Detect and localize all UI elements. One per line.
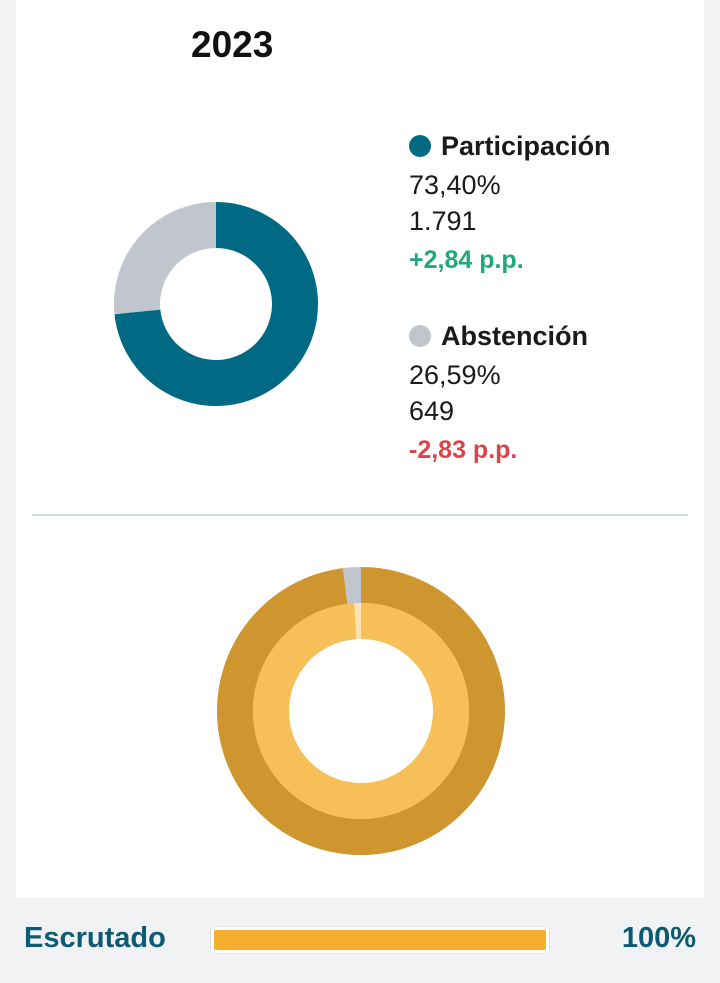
section-divider bbox=[32, 514, 688, 516]
participation-count: 1.791 bbox=[409, 206, 477, 236]
seats-inner-ring-main bbox=[253, 603, 470, 819]
abstention-change: -2,83 p.p. bbox=[409, 436, 518, 464]
scrutiny-progress-value: 100% bbox=[621, 922, 696, 954]
turnout-donut-chart bbox=[114, 202, 318, 406]
legend-abstention: Abstención 26,59% 649 -2,83 p.p. bbox=[409, 318, 588, 472]
abstention-count: 649 bbox=[409, 396, 455, 426]
participation-percent: 73,40% bbox=[409, 170, 501, 200]
scrutiny-bar: Escrutado 100% bbox=[0, 898, 720, 983]
participation-label: Participación bbox=[441, 130, 611, 161]
seats-outer-ring-other bbox=[342, 567, 361, 604]
legend-participation: Participación 73,40% 1.791 +2,84 p.p. bbox=[409, 128, 611, 282]
abstention-percent: 26,59% bbox=[409, 360, 501, 390]
participation-legend-dot bbox=[409, 135, 431, 157]
abstention-label: Abstención bbox=[441, 320, 589, 351]
seats-inner-ring-other bbox=[354, 603, 361, 640]
abstention-legend-dot bbox=[409, 325, 431, 347]
seats-concentric-donut-chart bbox=[216, 567, 505, 855]
turnout-slice-abstención bbox=[114, 202, 216, 315]
participation-change: +2,84 p.p. bbox=[409, 246, 524, 274]
scrutiny-label: Escrutado bbox=[24, 922, 166, 954]
year-title: 2023 bbox=[191, 24, 274, 65]
scrutiny-progress-fill bbox=[214, 930, 546, 950]
turnout-slice-participación bbox=[114, 202, 318, 406]
scrutiny-progress-track bbox=[210, 926, 550, 954]
results-card: 2023 Participación 73,40% 1.791 +2,84 p.… bbox=[16, 0, 704, 898]
